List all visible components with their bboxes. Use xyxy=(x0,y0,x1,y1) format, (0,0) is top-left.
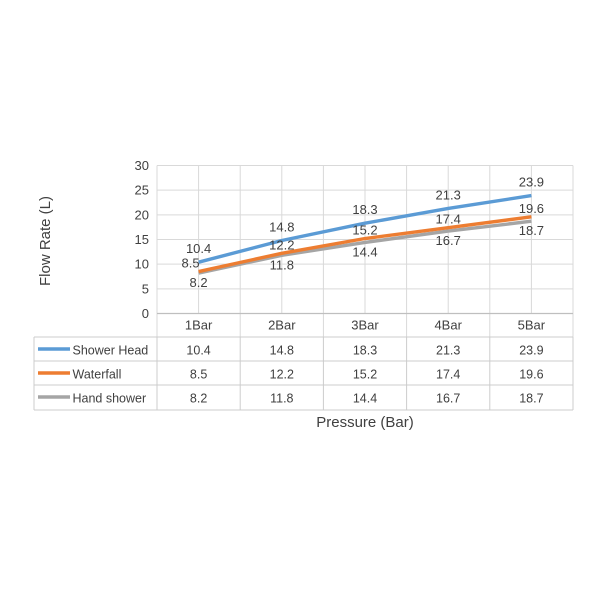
axes: 0 5 10 15 20 25 30 1Bar 2Bar 3Bar 4Bar 5Bar xyxy=(135,158,573,333)
series-line-shower-head xyxy=(198,193,532,264)
table-cell-value: 14.4 xyxy=(353,392,377,406)
data-label-hand-shower: 8.2 xyxy=(190,275,208,290)
data-label-shower-head: 10.4 xyxy=(186,241,211,256)
data-label-waterfall: 15.2 xyxy=(352,223,377,238)
table-cell-value: 11.8 xyxy=(270,392,293,406)
data-label-shower-head: 23.9 xyxy=(519,175,544,190)
y-axis-title: Flow Rate (L) xyxy=(37,196,54,286)
y-tick-label: 5 xyxy=(142,281,149,296)
table-cell-value: 21.3 xyxy=(436,344,460,358)
x-axis-title: Pressure (Bar) xyxy=(316,414,414,431)
data-label-hand-shower: 18.7 xyxy=(519,223,544,238)
table-cell-value: 8.2 xyxy=(190,392,207,406)
table-cell-value: 19.6 xyxy=(519,368,543,382)
table-cell-value: 23.9 xyxy=(519,344,543,358)
series-line-waterfall xyxy=(198,215,532,274)
table-cell-value: 8.5 xyxy=(190,368,207,382)
legend-series-name: Hand shower xyxy=(73,392,147,406)
data-labels: 10.4 14.8 18.3 21.3 23.9 8.5 12.2 15.2 17.4 19.6 8… xyxy=(182,175,545,290)
table-cell-value: 17.4 xyxy=(436,368,460,382)
y-tick-label: 20 xyxy=(135,207,149,222)
data-label-hand-shower: 11.8 xyxy=(270,257,294,272)
data-label-shower-head: 21.3 xyxy=(436,187,461,202)
y-tick-label: 25 xyxy=(135,183,149,198)
data-label-shower-head: 14.8 xyxy=(269,219,294,234)
x-category-label: 4Bar xyxy=(434,318,462,333)
series-line-hand-shower xyxy=(198,219,532,275)
y-tick-label: 30 xyxy=(135,158,149,173)
table-cell-value: 10.4 xyxy=(186,344,210,358)
gridlines xyxy=(156,165,574,337)
x-category-label: 3Bar xyxy=(351,318,379,333)
y-tick-label: 15 xyxy=(135,232,149,247)
series-lines xyxy=(198,193,532,275)
data-label-waterfall: 17.4 xyxy=(436,212,461,227)
legend-series-name: Waterfall xyxy=(73,368,122,382)
x-category-label: 1Bar xyxy=(185,318,213,333)
table-cell-value: 16.7 xyxy=(436,392,460,406)
data-label-hand-shower: 14.4 xyxy=(352,244,377,259)
y-tick-label: 0 xyxy=(142,306,149,321)
y-tick-label: 10 xyxy=(135,257,149,272)
legend-series-name: Shower Head xyxy=(73,344,149,358)
x-category-label: 2Bar xyxy=(268,318,296,333)
table-cell-value: 15.2 xyxy=(353,368,377,382)
data-label-waterfall: 8.5 xyxy=(182,256,200,271)
table-cell-value: 12.2 xyxy=(270,368,294,382)
data-label-waterfall: 12.2 xyxy=(269,237,294,252)
data-label-hand-shower: 16.7 xyxy=(436,233,461,248)
x-category-label: 5Bar xyxy=(518,318,546,333)
table-cell-value: 18.3 xyxy=(353,344,377,358)
data-table: Shower Head 10.4 14.8 18.3 21.3 23.9 Waterfall… xyxy=(33,336,574,411)
data-label-waterfall: 19.6 xyxy=(519,201,544,216)
table-cell-value: 14.8 xyxy=(270,344,294,358)
table-cell-value: 18.7 xyxy=(519,392,543,406)
data-label-shower-head: 18.3 xyxy=(352,202,377,217)
